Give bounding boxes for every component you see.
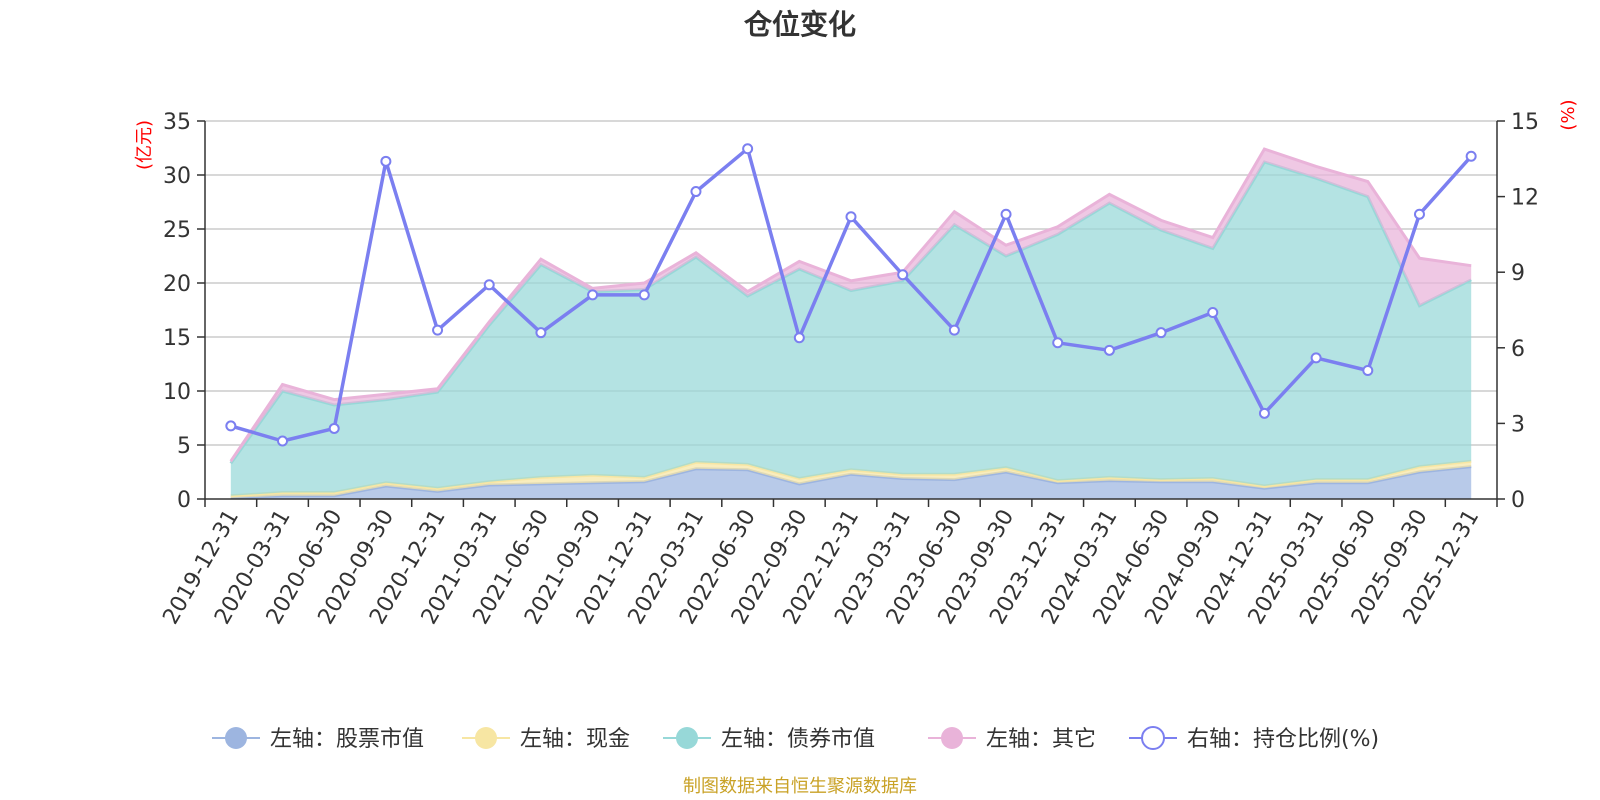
left-tick-label: 30: [163, 164, 191, 189]
source-note: 制图数据来自恒生聚源数据库: [683, 776, 917, 797]
ratio-point: [432, 324, 444, 336]
ratio-point: [587, 289, 599, 301]
left-axis-unit: (亿元): [134, 120, 155, 170]
ratio-point: [1000, 208, 1012, 220]
ratio-point: [690, 186, 702, 198]
right-axis-unit: (%): [1558, 99, 1579, 130]
ratio-point: [380, 155, 392, 167]
right-tick-label: 6: [1511, 337, 1525, 362]
legend-item[interactable]: 右轴：持仓比例(%): [1129, 726, 1379, 752]
left-tick-label: 10: [163, 380, 191, 405]
ratio-point: [897, 269, 909, 281]
ratio-point: [277, 435, 289, 447]
legend-label: 左轴：现金: [520, 727, 630, 752]
left-tick-label: 35: [163, 110, 191, 135]
chart-title: 仓位变化: [744, 8, 856, 41]
left-tick-label: 25: [163, 218, 191, 243]
ratio-point: [793, 332, 805, 344]
legend-label: 右轴：持仓比例(%): [1187, 727, 1379, 752]
ratio-point: [1052, 337, 1064, 349]
left-tick-label: 0: [177, 488, 191, 513]
ratio-point: [328, 422, 340, 434]
ratio-point: [225, 420, 237, 432]
ratio-point: [1362, 364, 1374, 376]
stacked-areas: [229, 147, 1472, 500]
right-tick-label: 0: [1511, 488, 1525, 513]
right-tick-label: 9: [1511, 261, 1525, 286]
area-fill: [230, 162, 1472, 496]
ratio-point: [1103, 344, 1115, 356]
legend[interactable]: 左轴：股票市值 左轴：现金 左轴：债券市值 左轴：其它 右轴：持仓比例(%): [212, 726, 1379, 752]
ratio-line: [225, 143, 1477, 447]
legend-marker: [225, 727, 247, 749]
legend-item[interactable]: 左轴：其它: [928, 727, 1096, 752]
legend-marker: [676, 727, 698, 749]
legend-marker: [941, 727, 963, 749]
legend-item[interactable]: 左轴：现金: [462, 727, 630, 752]
legend-marker: [475, 727, 497, 749]
left-tick-label: 15: [163, 326, 191, 351]
ratio-point: [742, 143, 754, 155]
ratio-point: [483, 279, 495, 291]
ratio-point: [1465, 150, 1477, 162]
right-tick-label: 3: [1511, 412, 1525, 437]
legend-marker: [1141, 726, 1165, 750]
ratio-point: [1310, 352, 1322, 364]
ratio-point: [535, 327, 547, 339]
legend-item[interactable]: 左轴：债券市值: [663, 727, 875, 752]
right-tick-label: 12: [1511, 186, 1539, 211]
legend-item[interactable]: 左轴：股票市值: [212, 727, 424, 752]
area-fill: [230, 466, 1472, 499]
legend-label: 左轴：债券市值: [721, 727, 875, 752]
legend-label: 左轴：股票市值: [270, 727, 424, 752]
ratio-point: [845, 211, 857, 223]
ratio-point: [1413, 208, 1425, 220]
ratio-point: [638, 289, 650, 301]
ratio-point: [948, 324, 960, 336]
right-tick-label: 15: [1511, 110, 1539, 135]
left-tick-label: 20: [163, 272, 191, 297]
legend-label: 左轴：其它: [986, 727, 1096, 752]
left-tick-label: 5: [177, 434, 191, 459]
area-edge: [229, 147, 1472, 463]
area-fill: [230, 149, 1472, 464]
ratio-point: [1155, 327, 1167, 339]
ratio-point: [1258, 407, 1270, 419]
ratio-point: [1207, 307, 1219, 319]
